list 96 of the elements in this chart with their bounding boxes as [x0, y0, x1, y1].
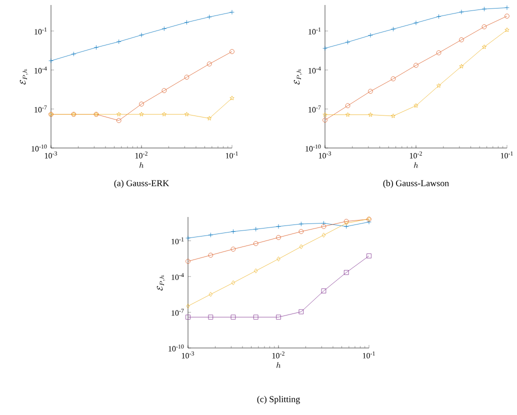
text: (b) Gauss-Lawson [383, 180, 449, 188]
x-tick-label: 10$^{-1}$ [226, 152, 238, 158]
point [94, 45, 99, 50]
y-tick-label: 10$^{-4}$ [34, 66, 47, 74]
point [207, 116, 212, 120]
point [321, 288, 326, 294]
x-tick-label: 10$^{-3}$ [318, 152, 332, 158]
point [482, 44, 487, 49]
y-axis-title: $\mathcal{E}_{P,h}$ [156, 275, 166, 290]
point [276, 314, 281, 320]
point [482, 24, 487, 30]
point [298, 309, 304, 314]
point [366, 254, 372, 258]
x-axis-title: $h$ [276, 362, 281, 368]
point [231, 280, 236, 286]
text: (a) Gauss-ERK [114, 180, 170, 188]
point [254, 268, 258, 274]
point [436, 83, 442, 88]
point [322, 232, 326, 238]
point [390, 26, 396, 32]
point [414, 20, 418, 26]
y-tick-label: 10$^{-10}$ [168, 344, 184, 352]
point [184, 20, 190, 25]
point [298, 229, 304, 234]
point [162, 112, 166, 116]
point [230, 314, 236, 320]
x-tick-label: 10$^{-1}$ [500, 152, 513, 158]
x-tick-label: 10$^{-3}$ [182, 352, 194, 358]
y-tick-label: 10$^{-1}$ [34, 28, 47, 34]
y-tick-label: 10$^{-10}$ [32, 144, 47, 152]
point [414, 103, 418, 108]
point [459, 10, 464, 14]
point [298, 222, 304, 226]
point [345, 112, 350, 117]
point [162, 88, 167, 93]
point [184, 112, 190, 116]
point [230, 229, 236, 234]
point [344, 224, 349, 229]
point [436, 14, 442, 19]
point [208, 292, 213, 297]
point [390, 76, 396, 82]
y-tick-label: 10$^{-4}$ [308, 66, 321, 74]
point [368, 32, 373, 38]
point [345, 103, 350, 108]
point [276, 235, 281, 240]
point [299, 244, 304, 250]
y-tick-label: 10$^{-1}$ [172, 237, 184, 244]
point [206, 14, 212, 20]
x-axis-title: $h$ [414, 162, 418, 168]
point [482, 6, 487, 12]
x-tick-label: 10$^{-2}$ [272, 352, 284, 358]
point [71, 52, 76, 56]
point [368, 88, 373, 94]
point [162, 26, 167, 32]
point [414, 62, 418, 68]
y-tick-label: 10$^{-10}$ [306, 144, 321, 152]
point [436, 50, 442, 56]
y-tick-label: 10$^{-1}$ [308, 28, 321, 34]
point [276, 256, 280, 262]
point [208, 314, 214, 320]
point [253, 241, 258, 246]
point [139, 32, 144, 38]
x-tick-label: 10$^{-1}$ [362, 352, 375, 358]
point [208, 252, 214, 258]
point [116, 118, 122, 123]
y-tick-label: 10$^{-7}$ [34, 106, 47, 112]
point [344, 270, 349, 275]
point [459, 37, 464, 42]
x-tick-label: 10$^{-2}$ [135, 152, 148, 158]
x-tick-label: 10$^{-2}$ [410, 152, 422, 158]
point [459, 64, 464, 68]
point [116, 112, 122, 116]
y-axis-title: $\mathcal{E}_{P,h}$ [20, 69, 28, 85]
point [253, 314, 258, 320]
point [230, 246, 236, 252]
point [139, 112, 144, 116]
y-axis-title: $\mathcal{E}_{P,h}$ [294, 69, 302, 85]
y-tick-label: 10$^{-7}$ [172, 308, 184, 316]
point [345, 40, 350, 44]
point [186, 314, 190, 320]
x-axis-title: $h$ [140, 162, 144, 168]
point [208, 232, 214, 238]
x-tick-label: 10$^{-3}$ [44, 152, 58, 158]
point [116, 39, 122, 44]
point [368, 112, 373, 117]
point [206, 62, 212, 66]
text: (c) Splitting [257, 396, 300, 404]
y-tick-label: 10$^{-7}$ [308, 106, 321, 112]
y-tick-label: 10$^{-4}$ [172, 273, 184, 280]
point [321, 220, 326, 226]
point [184, 74, 190, 80]
point [390, 114, 396, 118]
point [139, 102, 144, 106]
point [253, 226, 258, 232]
point [276, 224, 281, 229]
point [321, 224, 326, 229]
